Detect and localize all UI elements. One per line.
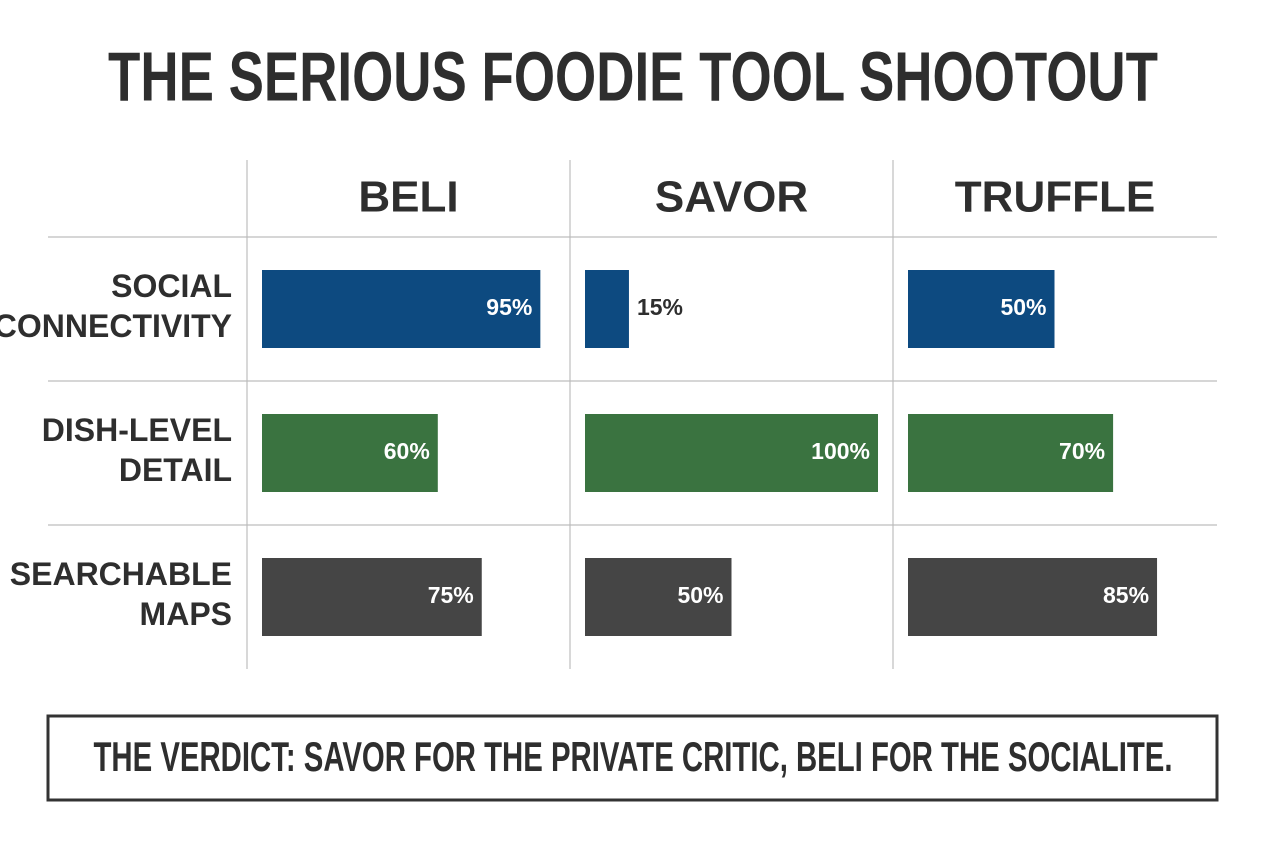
value-label: 15% [637,294,683,320]
chart-title: THE SERIOUS FOODIE TOOL SHOOTOUT [108,37,1158,115]
value-label: 60% [384,438,430,464]
row-label: DISH-LEVEL DETAIL [42,412,232,488]
bar [908,414,1114,492]
bar [908,558,1158,636]
bar [262,270,541,348]
bar [585,270,629,348]
verdict: THE VERDICT: SAVOR FOR THE PRIVATE CRITI… [94,733,1173,780]
verdict-box [46,714,1219,802]
value-label: 50% [677,582,723,608]
value-label: 85% [1103,582,1149,608]
value-label: 50% [1000,294,1046,320]
row-label: SEARCHABLE MAPS [10,556,232,632]
bar [262,558,482,636]
column-header: TRUFFLE [955,173,1155,222]
column-header: SAVOR [655,173,808,222]
bar [585,558,732,636]
bar [262,414,438,492]
column-header: BELI [358,173,458,222]
value-label: 75% [428,582,474,608]
bar [585,414,878,492]
row-label: SOCIAL CONNECTIVITY [0,268,232,344]
value-label: 100% [811,438,870,464]
value-label: 95% [486,294,532,320]
bar [908,270,1055,348]
value-label: 70% [1059,438,1105,464]
